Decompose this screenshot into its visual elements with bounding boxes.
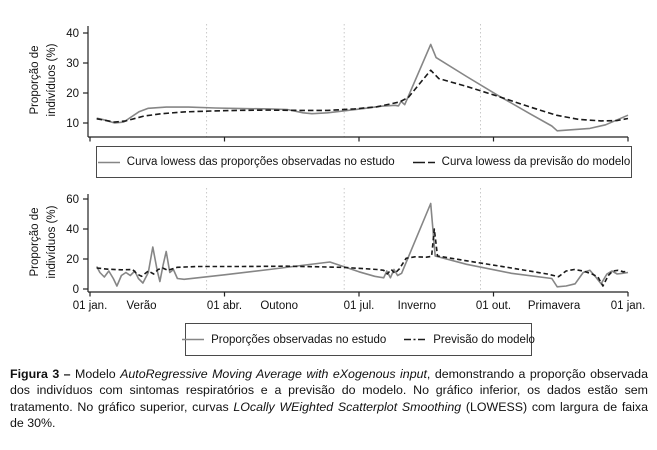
x-tick-label: 01 jul. xyxy=(344,300,375,312)
season-label: Outono xyxy=(260,300,298,312)
season-label: Verão xyxy=(127,300,157,312)
x-tick-label: 01 out. xyxy=(476,300,511,312)
y-tick-label: 30 xyxy=(66,58,79,70)
series-line-model xyxy=(96,69,629,123)
legend-top: Curva lowess das proporções observadas n… xyxy=(96,146,632,178)
legend-label-model-lowess: Curva lowess da previsão do modelo xyxy=(441,156,631,168)
y-tick-label: 20 xyxy=(66,88,79,100)
season-label: Primavera xyxy=(528,300,581,312)
season-label: Inverno xyxy=(398,300,436,312)
y-tick-label: 10 xyxy=(66,118,79,130)
legend-label-model-raw: Previsão do modelo xyxy=(433,333,535,346)
legend-line-sample-observed-raw xyxy=(182,338,205,341)
caption-segment: (LOWESS) com largura de faixa de 30%. xyxy=(10,399,648,431)
legend-bottom: Proporções observadas no estudo Previsão… xyxy=(182,323,535,356)
legend-entry-observed-lowess: Curva lowess das proporções observadas n… xyxy=(97,156,395,168)
legend-entry-observed-raw: Proporções observadas no estudo xyxy=(182,334,386,346)
x-tick-label: 01 abr. xyxy=(207,300,242,312)
legend-entry-model-lowess: Curva lowess da previsão do modelo xyxy=(412,156,631,168)
series-line-observed xyxy=(95,202,629,288)
y-tick-label: 40 xyxy=(66,28,79,40)
caption-segment: Figura 3 – xyxy=(10,367,76,381)
legend-entry-model-raw: Previsão do modelo xyxy=(404,334,535,346)
legend-label-observed-lowess: Curva lowess das proporções observadas n… xyxy=(126,156,395,168)
caption-segment: Modelo xyxy=(75,367,121,381)
x-tick-label: 01 jan. xyxy=(611,300,646,312)
y-tick-label: 20 xyxy=(66,254,79,266)
y-tick-label: 40 xyxy=(66,224,79,236)
caption-segment: LOcally WEighted Scatterplot Smoothing xyxy=(233,399,462,414)
y-axis-label-bottom: Proporção de indivíduos (%) xyxy=(29,205,58,279)
series-line-observed xyxy=(96,43,629,132)
caption-segment: AutoRegressive Moving Average with eXoge… xyxy=(120,367,427,381)
caption-segment: , demonstrando a proporção observada dos… xyxy=(10,367,648,414)
x-tick-label: 01 jan. xyxy=(73,300,108,312)
y-tick-label: 0 xyxy=(73,284,79,296)
y-tick-label: 60 xyxy=(66,194,79,206)
figure-caption: Figura 3 – Modelo AutoRegressive Moving … xyxy=(10,366,648,432)
legend-line-sample-model-raw xyxy=(404,338,427,341)
y-axis-label-top: Proporção de indivíduos (%) xyxy=(29,43,58,117)
legend-label-observed-raw: Proporções observadas no estudo xyxy=(211,333,387,346)
charts-canvas: 10 20 30 40 0 20 40 60 01 jan. 01 abr. 01 jul. 01 o… xyxy=(66,24,646,312)
legend-line-sample-observed-lowess xyxy=(97,161,120,163)
legend-line-sample-model-lowess xyxy=(412,161,435,163)
